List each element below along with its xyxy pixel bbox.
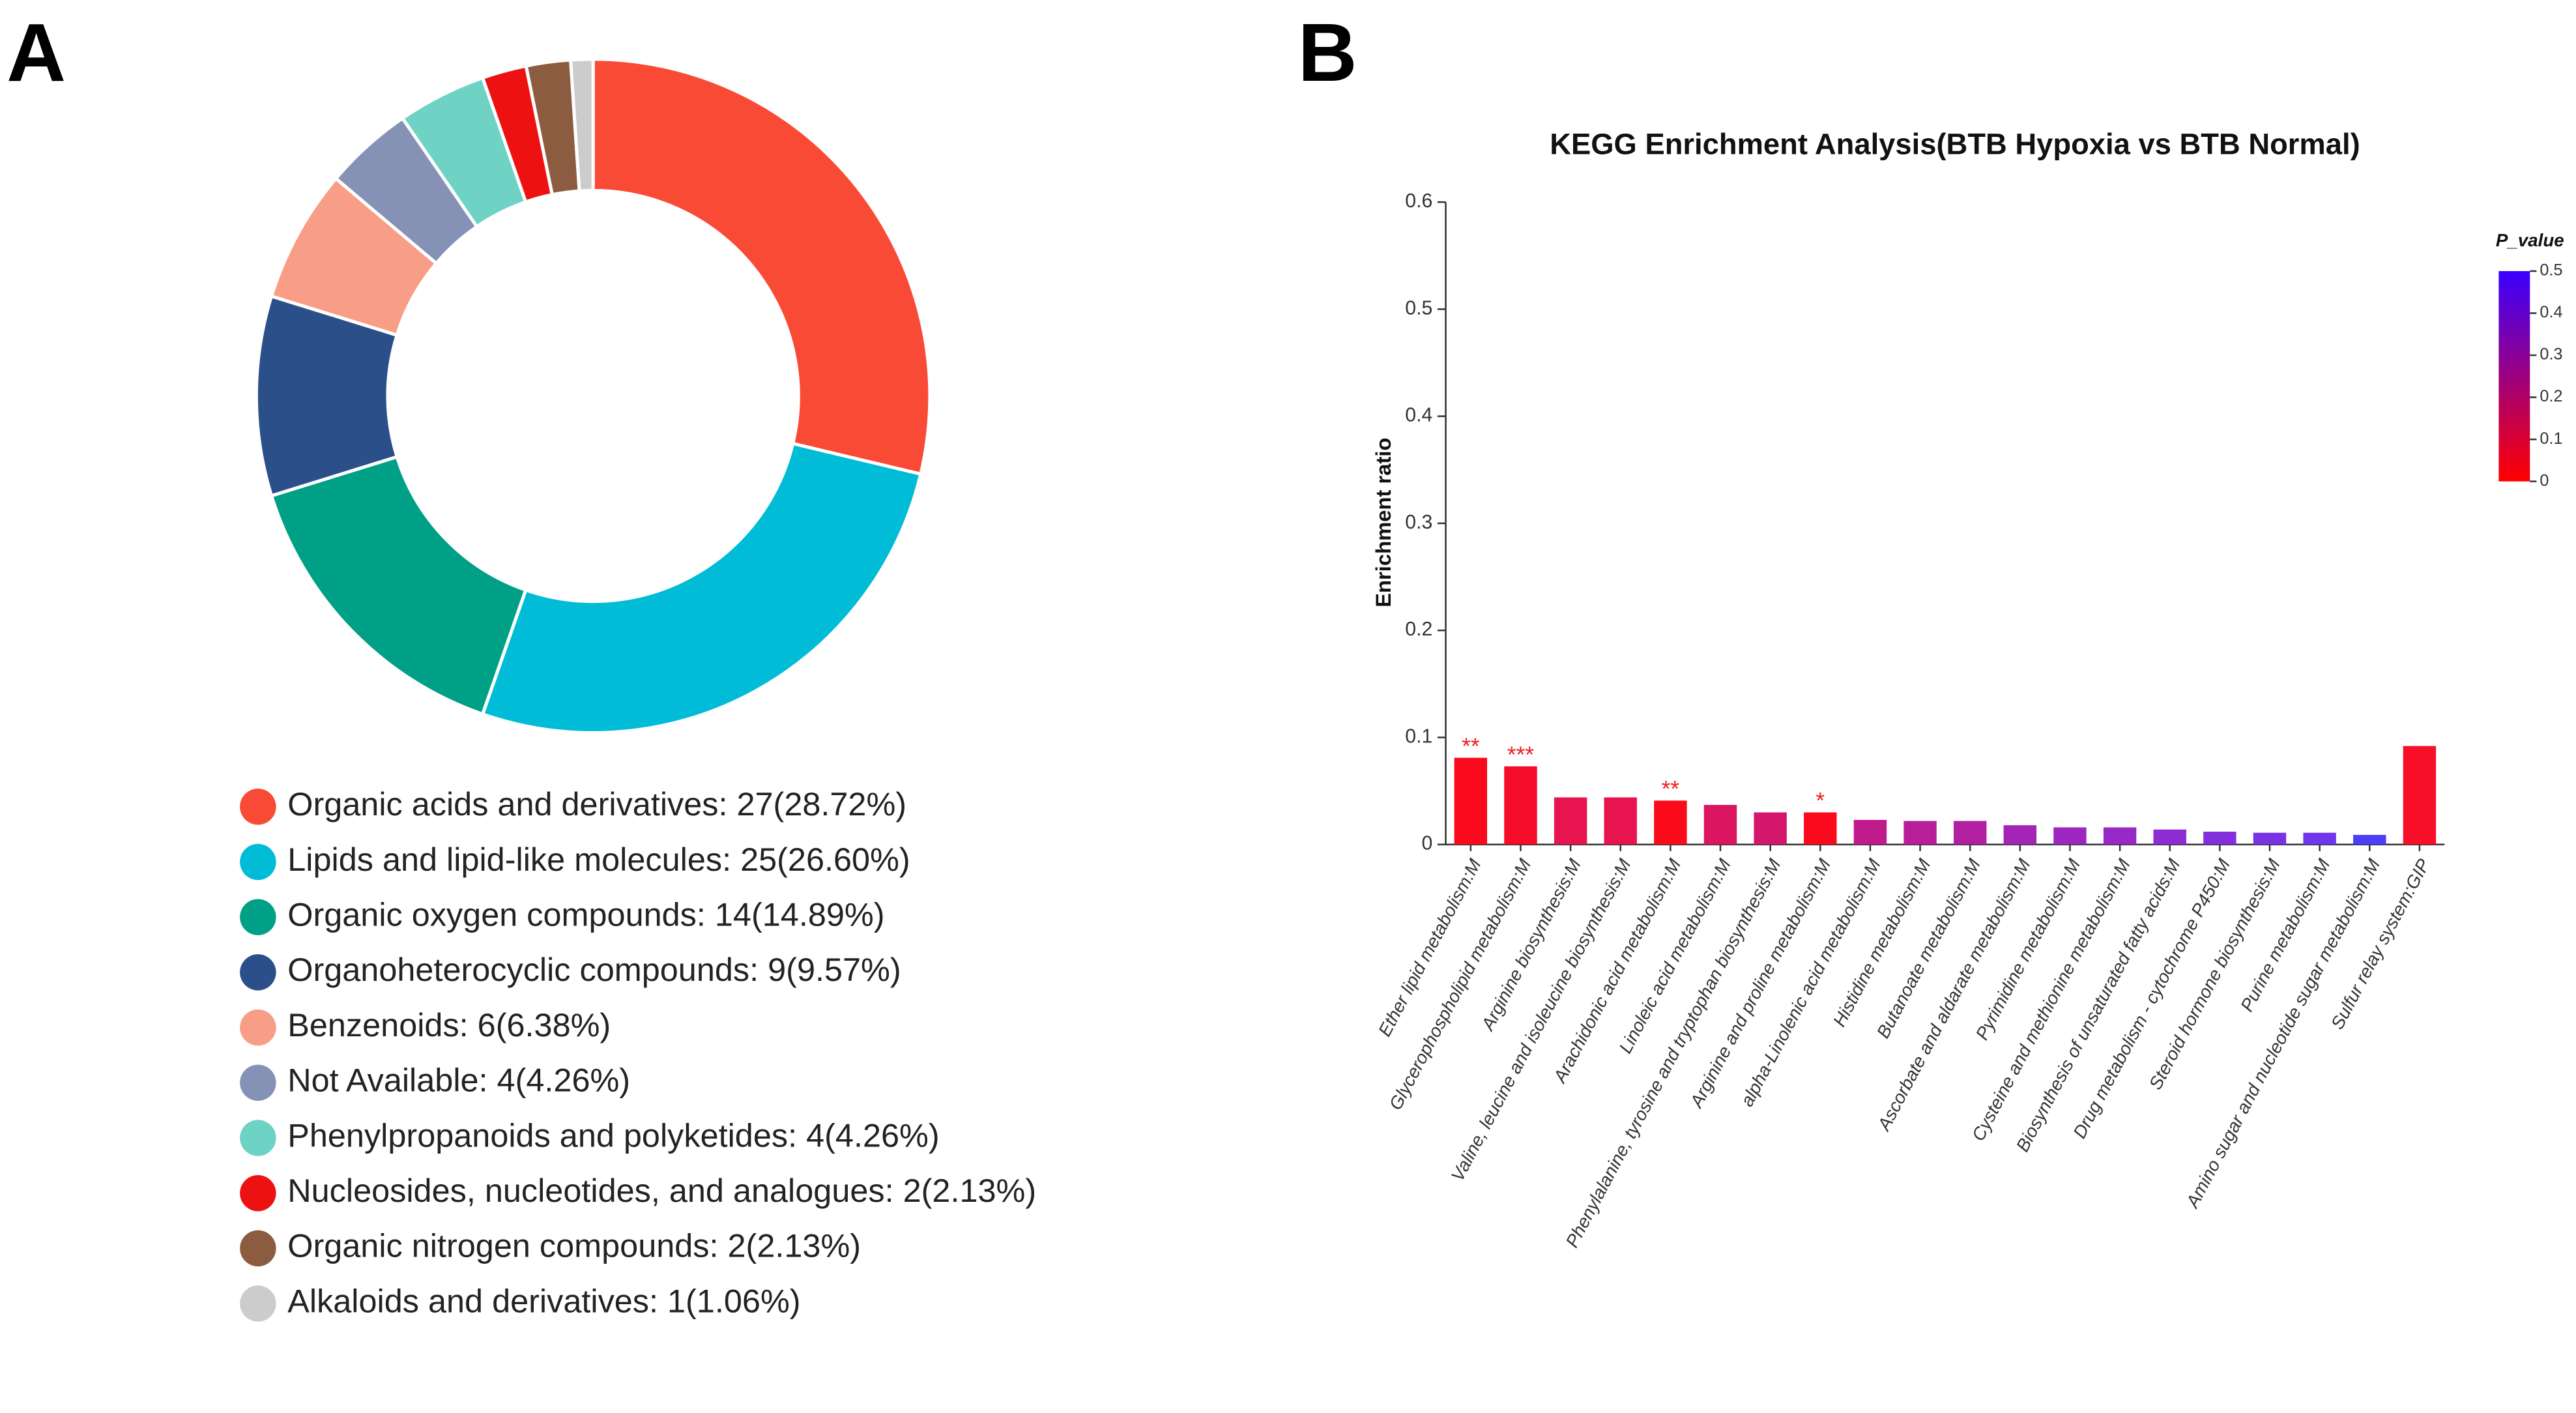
- donut-slice: [591, 57, 932, 476]
- bar: [2053, 827, 2087, 845]
- bar: [2153, 829, 2186, 845]
- legend-label: Lipids and lipid-like molecules: 25(26.6…: [287, 841, 910, 878]
- y-tick-label: 0.5: [1405, 297, 1432, 319]
- bar: [1853, 819, 1887, 845]
- y-tick-label: 0.6: [1405, 190, 1432, 212]
- legend-label: Phenylpropanoids and polyketides: 4(4.26…: [287, 1116, 939, 1154]
- bar: [2403, 746, 2437, 845]
- bar: [2103, 827, 2137, 845]
- y-tick-label: 0.4: [1405, 405, 1432, 426]
- colorbar-tick-label: 0.5: [2540, 261, 2562, 280]
- legend-label: Organic acids and derivatives: 27(28.72%…: [287, 785, 906, 823]
- y-tick-label: 0.1: [1405, 725, 1432, 747]
- bar: [1654, 800, 1687, 845]
- bar: [2353, 834, 2386, 845]
- legend-swatch: [240, 843, 276, 881]
- colorbar-title: P_value: [2496, 230, 2564, 250]
- legend-swatch: [240, 1230, 276, 1267]
- colorbar-tick-label: 0.1: [2540, 430, 2562, 448]
- bar: [2203, 832, 2236, 845]
- bar: [1953, 821, 1987, 845]
- bar: [1903, 821, 1937, 845]
- donut-slice: [568, 57, 595, 193]
- donut-slice: [480, 441, 923, 735]
- significance-label: **: [1462, 734, 1480, 759]
- legend-swatch: [240, 1174, 276, 1212]
- legend-label: Benzenoids: 6(6.38%): [287, 1006, 611, 1043]
- legend-label: Organoheterocyclic compounds: 9(9.57%): [287, 951, 901, 988]
- legend-label: Organic nitrogen compounds: 2(2.13%): [287, 1227, 861, 1264]
- bar: [2003, 825, 2037, 845]
- bar: [2303, 832, 2336, 845]
- colorbar-tick-label: 0.2: [2540, 387, 2562, 405]
- legend-swatch: [240, 899, 276, 935]
- x-tick-label: Purine metabolism:M: [2236, 855, 2334, 1015]
- legend-swatch: [240, 1009, 276, 1046]
- significance-label: **: [1662, 777, 1680, 802]
- x-tick-label: Amino sugar and nucleotide sugar metabol…: [2182, 855, 2384, 1212]
- legend-swatch: [240, 1064, 276, 1101]
- significance-label: *: [1816, 789, 1825, 814]
- y-tick-label: 0.2: [1405, 619, 1432, 640]
- chart-title: KEGG Enrichment Analysis(BTB Hypoxia vs …: [1550, 127, 2360, 160]
- bar: [1754, 812, 1787, 845]
- legend-label: Alkaloids and derivatives: 1(1.06%): [287, 1282, 800, 1319]
- x-tick-label: Sulfur relay system:GIP: [2327, 855, 2434, 1032]
- bar: [1604, 797, 1637, 845]
- bar: [1703, 804, 1737, 845]
- bar: [1554, 797, 1587, 845]
- bar: [1454, 757, 1488, 845]
- colorbar: [2498, 270, 2530, 482]
- legend-label: Organic oxygen compounds: 14(14.89%): [287, 896, 884, 933]
- colorbar-tick-label: 0: [2540, 471, 2549, 489]
- bar: [2253, 832, 2287, 845]
- legend-label: Not Available: 4(4.26%): [287, 1062, 630, 1099]
- colorbar-tick-label: 0.4: [2540, 303, 2562, 321]
- y-axis-label: Enrichment ratio: [1371, 437, 1395, 607]
- legend-swatch: [240, 954, 276, 991]
- bar: [1804, 812, 1837, 845]
- legend-label: Nucleosides, nucleotides, and analogues:…: [287, 1172, 1036, 1209]
- colorbar-tick-label: 0.3: [2540, 345, 2562, 364]
- legend-swatch: [240, 1120, 276, 1156]
- panel-label: B: [1298, 7, 1357, 98]
- y-tick-label: 0.3: [1405, 512, 1432, 533]
- panel-label: A: [7, 7, 66, 98]
- x-tick-label: Histidine metabolism:M: [1829, 855, 1935, 1030]
- legend-swatch: [240, 789, 276, 825]
- bar: [1504, 766, 1537, 845]
- y-tick-label: 0: [1422, 833, 1433, 854]
- significance-label: ***: [1507, 742, 1534, 768]
- donut-slice: [269, 454, 528, 716]
- legend-swatch: [240, 1285, 276, 1322]
